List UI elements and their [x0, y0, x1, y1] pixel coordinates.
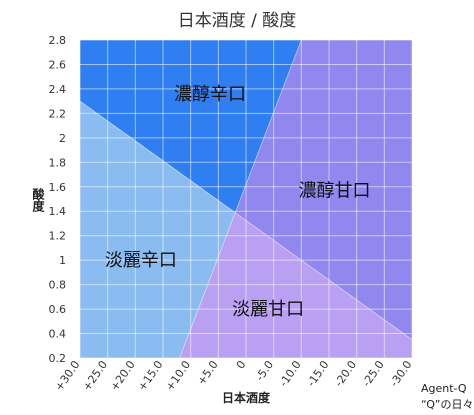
x-tick-label: +25.0 — [80, 358, 110, 393]
y-tick-label: 2.4 — [49, 83, 67, 96]
x-tick-label: -25.0 — [360, 358, 387, 389]
y-tick-label: 1.2 — [49, 230, 67, 243]
x-tick-label: -5.0 — [253, 358, 276, 383]
x-tick-label: -30.0 — [387, 358, 414, 389]
region-label-3: 淡麗辛口 — [105, 250, 177, 271]
y-tick-label: 0.4 — [49, 328, 67, 341]
y-tick-label: 1.8 — [49, 156, 67, 169]
x-tick-label: 0 — [234, 358, 249, 371]
y-tick-label: 1.4 — [49, 205, 67, 218]
region-label-1: 濃醇辛口 — [174, 84, 246, 105]
y-tick-label: 0.6 — [49, 303, 67, 316]
x-axis-label: 日本酒度 — [222, 390, 271, 405]
region-4-area — [179, 212, 412, 358]
y-tick-label: 1.6 — [49, 181, 67, 194]
region-2-area — [235, 40, 412, 340]
y-tick-label: 1 — [59, 254, 66, 267]
y-axis-ticks: 0.2 0.4 0.6 0.8 1 1.2 1.4 1.6 1.8 2 2.2 2.4 2.6 2.8 — [49, 34, 67, 365]
x-tick-label: +10.0 — [163, 358, 193, 393]
y-axis-label: 酸度 — [31, 187, 45, 213]
x-tick-label: +20.0 — [108, 358, 138, 393]
y-tick-label: 2.2 — [49, 107, 67, 120]
y-tick-label: 2.8 — [49, 34, 67, 47]
x-tick-label: +5.0 — [195, 358, 221, 387]
boundary-line-1 — [80, 100, 412, 340]
y-tick-label: 0.8 — [49, 279, 67, 292]
credit-line-2: “Q”の日々 — [421, 398, 473, 411]
x-tick-label: +15.0 — [135, 358, 165, 393]
x-axis-ticks: +30.0+25.0+20.0+15.0+10.0 +5.0 0 -5.0 -10.0-… — [52, 358, 414, 393]
credit-line-1: Agent-Q — [421, 382, 467, 395]
y-tick-label: 2 — [59, 132, 66, 145]
boundary-line-2 — [179, 40, 302, 358]
region-label-2: 濃醇甘口 — [299, 180, 371, 201]
region-label-4: 淡麗甘口 — [232, 299, 304, 320]
x-tick-label: -20.0 — [332, 358, 359, 389]
region-3-area — [80, 101, 236, 358]
x-tick-label: -10.0 — [277, 358, 304, 389]
x-tick-label: -15.0 — [304, 358, 331, 389]
boundary-layer — [80, 40, 412, 358]
chart-title: 日本酒度 / 酸度 — [178, 11, 297, 31]
grid-layer — [80, 40, 412, 358]
y-tick-label: 2.6 — [49, 58, 67, 71]
y-tick-label: 0.2 — [49, 352, 67, 365]
